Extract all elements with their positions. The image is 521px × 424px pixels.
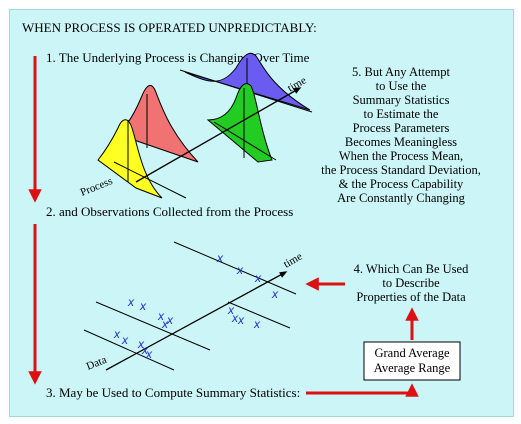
grand-average-label: Grand Average — [374, 346, 450, 360]
step3-label: 3. May be Used to Compute Summary Statis… — [46, 385, 300, 400]
step5-line: When the Process Mean, — [339, 149, 463, 163]
upper-distribution-diagram: time Process — [79, 52, 313, 199]
step5-text-block: 5. But Any Attempt to Use the Summary St… — [321, 65, 481, 205]
data-mark: x — [236, 263, 244, 277]
data-mark: x — [139, 299, 147, 313]
data-mark: x — [237, 313, 245, 327]
arrow-stats-to-box — [306, 383, 419, 397]
lower-data-diagram: time Data x x x x x x x x x x x x x x x … — [83, 241, 305, 373]
data-mark: x — [254, 271, 262, 285]
data-mark: x — [141, 343, 149, 357]
step4-line: Properties of the Data — [356, 290, 466, 304]
data-mark: x — [113, 327, 121, 341]
data-mark: x — [227, 303, 235, 317]
summary-stats-box: Grand Average Average Range — [363, 341, 461, 381]
step2-label: 2. and Observations Collected from the P… — [46, 204, 293, 219]
distribution-red — [119, 85, 199, 163]
step5-line: to Use the — [376, 79, 427, 93]
step5-line: & the Process Capability — [339, 177, 464, 191]
data-mark: x — [157, 309, 165, 323]
step4-line: 4. Which Can Be Used — [354, 262, 469, 276]
step5-line: Process Parameters — [353, 121, 450, 135]
data-mark: x — [127, 295, 135, 309]
step5-line: 5. But Any Attempt — [352, 65, 450, 79]
data-mark: x — [253, 317, 261, 331]
lower-time-label: time — [282, 250, 305, 270]
data-mark: x — [216, 251, 224, 265]
data-mark: x — [137, 337, 145, 351]
upper-time-axis — [135, 87, 302, 183]
step5-line: Are Constantly Changing — [337, 191, 466, 205]
heading: WHEN PROCESS IS OPERATED UNPREDICTABLY: — [22, 20, 317, 35]
step1-label: 1. The Underlying Process is Changing Ov… — [46, 50, 310, 65]
lower-data-label: Data — [85, 354, 109, 373]
slide-panel: WHEN PROCESS IS OPERATED UNPREDICTABLY: … — [9, 9, 514, 417]
step5-line: Becomes Meaningless — [345, 135, 457, 149]
step4-text-block: 4. Which Can Be Used to Describe Propert… — [354, 262, 469, 304]
process-diagram: WHEN PROCESS IS OPERATED UNPREDICTABLY: … — [22, 20, 481, 400]
step5-line: to Estimate the — [364, 107, 439, 121]
step4-line: to Describe — [382, 276, 440, 290]
data-mark: x — [271, 287, 279, 301]
data-mark: x — [145, 347, 153, 361]
data-mark: x — [121, 333, 129, 347]
average-range-label: Average Range — [374, 361, 451, 375]
data-mark: x — [161, 317, 169, 331]
lower-time-axis — [105, 271, 288, 371]
data-mark: x — [166, 313, 174, 327]
upper-process-label: Process — [79, 175, 115, 199]
upper-time-label: time — [286, 74, 309, 94]
step5-line: Summary Statistics — [353, 93, 450, 107]
step5-line: the Process Standard Deviation, — [321, 163, 481, 177]
data-mark: x — [231, 311, 239, 325]
